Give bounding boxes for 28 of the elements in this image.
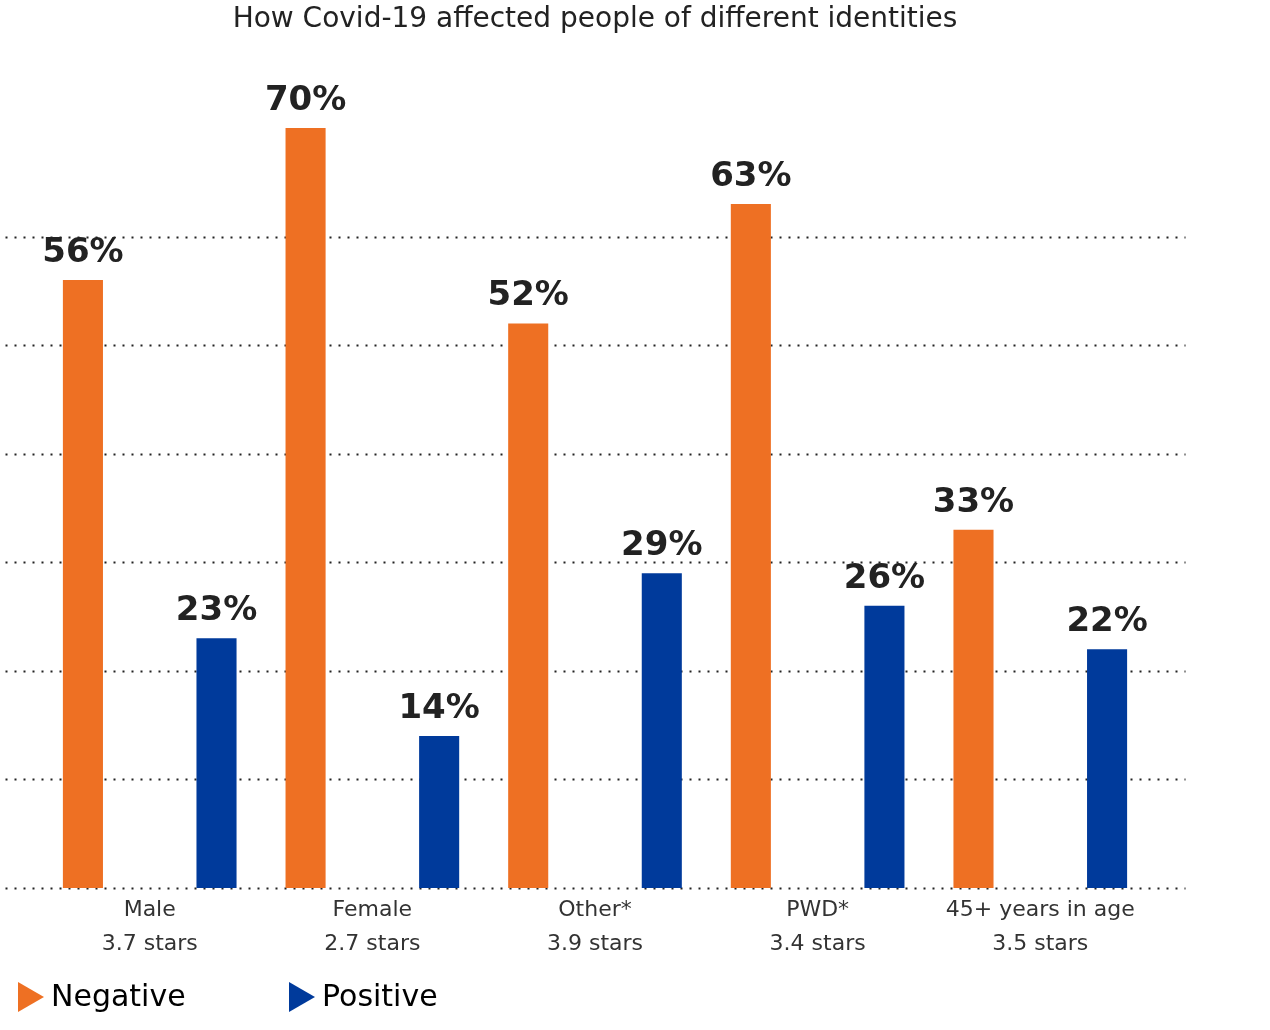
x-tick-label: PWD* 3.4 stars: [769, 895, 866, 955]
data-label: 33%: [932, 479, 1015, 520]
bar: [730, 204, 771, 888]
x-tick-label: Other* 3.9 stars: [546, 895, 644, 955]
data-label: 70%: [264, 78, 347, 118]
bar: [419, 736, 460, 888]
data-label: 52%: [487, 273, 569, 314]
bar: [62, 280, 103, 888]
legend-label: Negative: [51, 978, 186, 1013]
bar: [1087, 649, 1128, 888]
x-tick-label: Female 2.7 stars: [324, 895, 421, 955]
x-tick-label: 45+ years in age 3.5 stars: [945, 895, 1135, 955]
bar: [285, 128, 326, 888]
data-label: 29%: [621, 523, 703, 564]
bar: [508, 323, 549, 888]
x-tick-label: Male 3.7 stars: [101, 895, 198, 955]
bar: [196, 638, 237, 888]
chart-title: How Covid-19 affected people of different identities: [232, 1, 958, 34]
data-label: 63%: [710, 154, 792, 194]
bar: [641, 573, 682, 888]
legend-label: Positive: [322, 978, 438, 1013]
data-label: 22%: [1066, 599, 1148, 640]
bar: [953, 529, 994, 888]
bar: [864, 605, 905, 888]
data-label: 26%: [843, 555, 926, 596]
data-label: 23%: [175, 588, 258, 629]
data-label: 56%: [42, 230, 124, 270]
data-label: 14%: [398, 686, 480, 726]
